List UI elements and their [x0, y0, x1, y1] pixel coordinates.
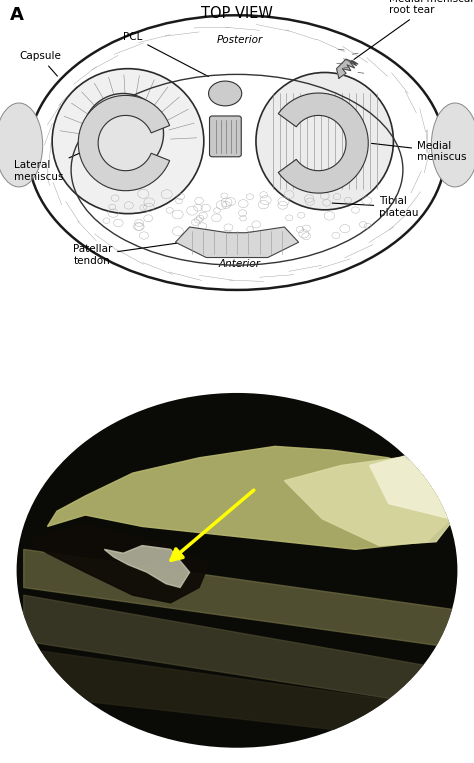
Text: Lateral
meniscus: Lateral meniscus: [14, 150, 85, 182]
Polygon shape: [278, 93, 368, 193]
Ellipse shape: [0, 103, 43, 187]
Text: PCL: PCL: [123, 32, 209, 76]
Text: A: A: [9, 6, 23, 24]
Polygon shape: [370, 450, 460, 519]
Polygon shape: [24, 595, 460, 710]
Ellipse shape: [431, 103, 474, 187]
Text: Posterior: Posterior: [216, 35, 263, 45]
FancyBboxPatch shape: [210, 116, 241, 157]
Polygon shape: [24, 649, 460, 744]
Polygon shape: [337, 59, 358, 78]
Polygon shape: [28, 523, 209, 603]
Text: Patellar
tendon: Patellar tendon: [73, 241, 194, 266]
Text: ACL: ACL: [222, 133, 242, 143]
Polygon shape: [284, 458, 460, 546]
Text: B: B: [12, 395, 26, 413]
Ellipse shape: [83, 93, 164, 173]
Polygon shape: [104, 546, 190, 588]
Polygon shape: [175, 227, 299, 258]
Text: Capsule: Capsule: [19, 51, 61, 76]
Polygon shape: [24, 549, 460, 649]
Text: Medial meniscal
root tear: Medial meniscal root tear: [354, 0, 473, 60]
Polygon shape: [47, 446, 455, 549]
Polygon shape: [78, 95, 170, 191]
Text: Medial
meniscus: Medial meniscus: [372, 140, 466, 163]
Ellipse shape: [256, 72, 393, 210]
Text: Tibial
plateau: Tibial plateau: [332, 196, 419, 217]
Text: TOP VIEW: TOP VIEW: [201, 6, 273, 21]
Circle shape: [17, 393, 457, 748]
Text: Anterior: Anterior: [219, 259, 260, 269]
Ellipse shape: [52, 69, 204, 214]
Ellipse shape: [209, 81, 242, 106]
